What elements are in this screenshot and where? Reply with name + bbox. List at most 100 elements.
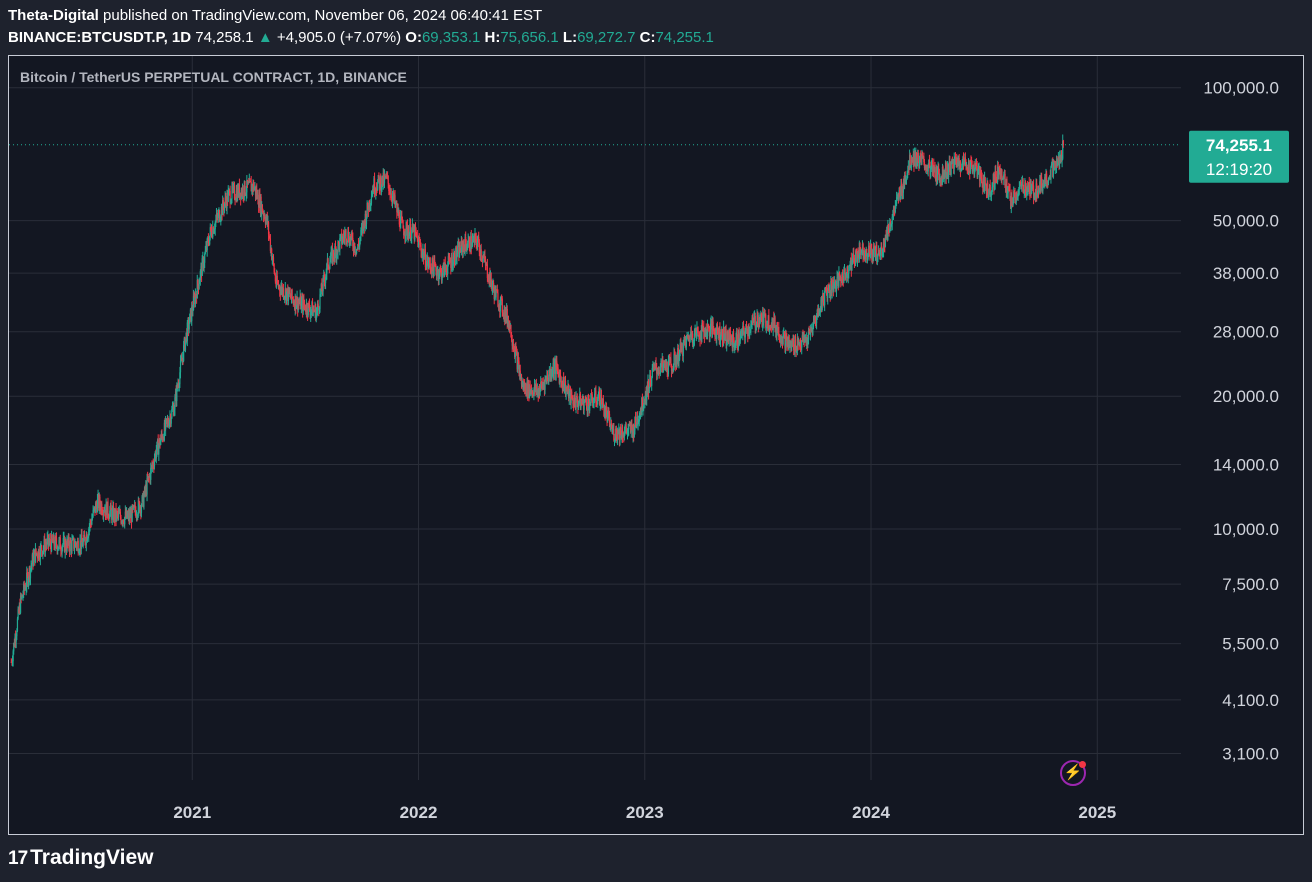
candle-body bbox=[595, 390, 597, 402]
candle-body bbox=[591, 394, 593, 401]
candle-body bbox=[630, 424, 632, 433]
candle-body bbox=[440, 269, 442, 271]
candle-body bbox=[188, 323, 190, 330]
candle-body bbox=[587, 398, 590, 402]
candle-body bbox=[853, 258, 856, 265]
candle-body bbox=[303, 298, 305, 305]
candle-body bbox=[724, 328, 727, 336]
candle-body bbox=[812, 321, 815, 324]
candle-body bbox=[205, 246, 207, 251]
candle-body bbox=[1060, 153, 1062, 161]
candle-body bbox=[117, 512, 120, 516]
candle-body bbox=[951, 159, 953, 162]
candle-body bbox=[575, 396, 577, 409]
candle-body bbox=[974, 163, 976, 170]
chart-panel[interactable]: 100,000.0 50,000.0 38,000.0 28,000.0 20,000.… bbox=[8, 55, 1304, 835]
candle-body bbox=[510, 324, 512, 338]
candle-body bbox=[163, 422, 165, 441]
candle-body bbox=[121, 521, 123, 523]
candle-body bbox=[460, 251, 462, 253]
candle-body bbox=[92, 509, 94, 517]
candle-body bbox=[470, 236, 472, 252]
candle-body bbox=[892, 214, 894, 217]
candle-body bbox=[293, 303, 296, 310]
candle-body bbox=[982, 184, 984, 188]
candle-body bbox=[479, 249, 482, 257]
candle-body bbox=[987, 182, 989, 198]
candle-body bbox=[967, 171, 969, 173]
candle-body bbox=[39, 545, 42, 559]
candle-body bbox=[858, 254, 860, 260]
candle-body bbox=[812, 323, 814, 336]
candle-body bbox=[13, 643, 15, 652]
candle-body bbox=[298, 302, 300, 304]
candle-body bbox=[112, 506, 115, 521]
candle-body bbox=[491, 282, 493, 290]
candle-body bbox=[331, 248, 334, 263]
candle-body bbox=[679, 343, 681, 350]
candle-body bbox=[144, 487, 146, 493]
candle-body bbox=[192, 310, 194, 312]
tradingview-brand[interactable]: 17 TradingView bbox=[8, 846, 153, 870]
candle-body bbox=[533, 389, 535, 397]
candle-body bbox=[571, 391, 573, 399]
candle-body bbox=[522, 383, 524, 385]
candle-body bbox=[239, 192, 241, 198]
candle-body bbox=[886, 229, 888, 240]
candle-body bbox=[420, 245, 422, 252]
candle-body bbox=[390, 193, 392, 199]
price-chart[interactable]: 100,000.050,000.038,000.028,000.020,000.… bbox=[9, 56, 1303, 834]
candle-body bbox=[220, 207, 223, 218]
candle-body bbox=[171, 409, 173, 418]
candle-body bbox=[1034, 193, 1036, 198]
lightning-icon[interactable]: ⚡ bbox=[1060, 760, 1086, 786]
candle-body bbox=[923, 162, 926, 169]
candle-body bbox=[818, 308, 820, 316]
candle-body bbox=[75, 544, 77, 548]
candle-body bbox=[836, 277, 838, 287]
candle-body bbox=[47, 534, 50, 545]
candle-body bbox=[169, 416, 172, 424]
candle-body bbox=[925, 166, 927, 169]
candle-body bbox=[33, 549, 35, 555]
candle-body bbox=[851, 261, 853, 271]
candle-body bbox=[528, 380, 530, 397]
candle-body bbox=[231, 185, 234, 190]
candle-body bbox=[124, 517, 126, 525]
candle-body bbox=[396, 202, 398, 213]
candle-body bbox=[176, 384, 178, 402]
candle-body bbox=[1052, 163, 1054, 177]
candle-body bbox=[48, 542, 50, 545]
candle-body bbox=[301, 298, 303, 301]
candle-body bbox=[267, 222, 269, 225]
candle-body bbox=[546, 376, 549, 380]
candle-body bbox=[593, 401, 595, 403]
candle-body bbox=[540, 382, 542, 384]
candle-body bbox=[137, 514, 139, 518]
candle-body bbox=[350, 236, 352, 242]
candle-body bbox=[541, 383, 544, 387]
candle-body bbox=[643, 402, 645, 404]
candle-body bbox=[924, 166, 926, 169]
candle-body bbox=[825, 288, 827, 291]
candle-body bbox=[971, 166, 973, 172]
candle-body bbox=[403, 234, 405, 236]
candle-body bbox=[349, 236, 351, 242]
candle-body bbox=[866, 258, 869, 260]
candle-body bbox=[134, 505, 136, 507]
publisher-name[interactable]: Theta-Digital bbox=[8, 7, 99, 24]
candle-body bbox=[365, 216, 368, 225]
candle-body bbox=[243, 196, 245, 198]
candle-body bbox=[74, 542, 76, 547]
candle-body bbox=[209, 235, 211, 245]
candle-body bbox=[690, 331, 692, 340]
candle-body bbox=[1021, 181, 1023, 187]
candle-body bbox=[19, 604, 21, 613]
candle-body bbox=[926, 166, 928, 170]
candle-body bbox=[649, 374, 652, 383]
candle-body bbox=[413, 227, 415, 240]
candle-body bbox=[511, 340, 513, 346]
candle-body bbox=[23, 583, 25, 590]
candle-body bbox=[305, 310, 307, 313]
candle-body bbox=[1027, 186, 1029, 192]
